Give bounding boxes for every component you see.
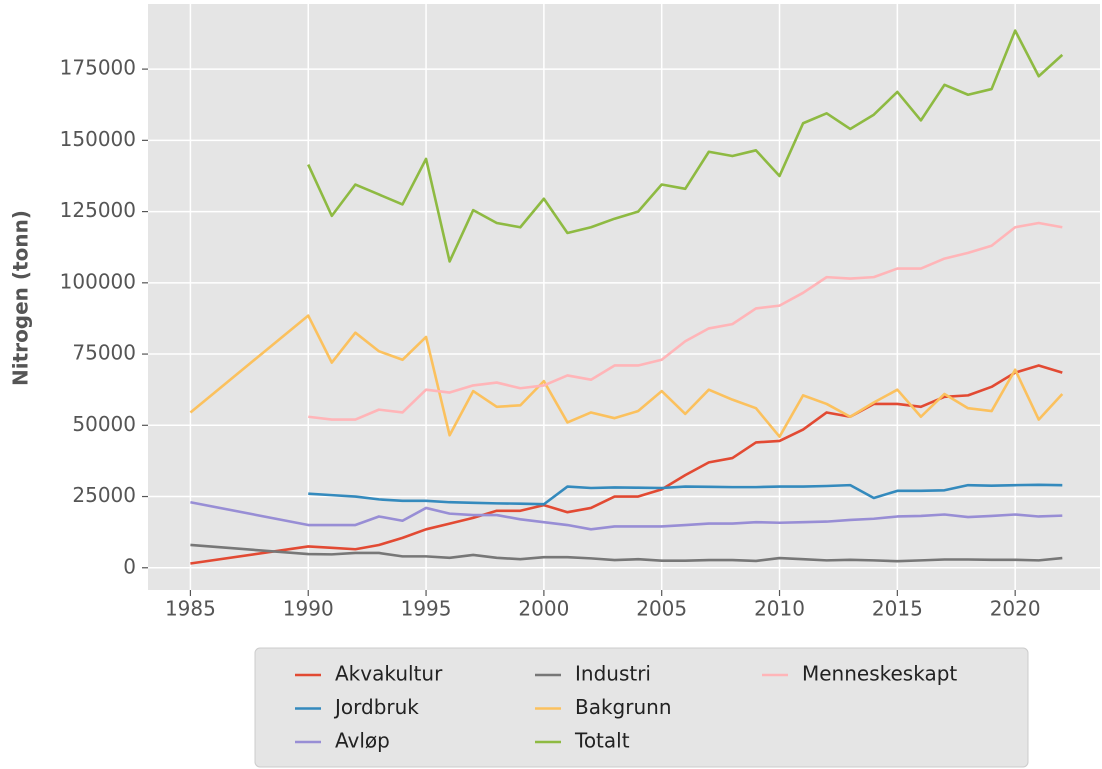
- y-tick-label: 25000: [72, 483, 136, 507]
- series-line: [190, 543, 1063, 563]
- y-tick-label: 75000: [72, 341, 136, 365]
- x-tick-label: 1990: [283, 597, 334, 621]
- legend-label: Jordbruk: [333, 695, 419, 719]
- legend-label: Avløp: [335, 729, 390, 753]
- y-tick-label: 100000: [60, 269, 136, 293]
- y-axis-label: Nitrogen (tonn): [9, 210, 33, 386]
- y-tick-label: 175000: [60, 56, 136, 80]
- y-tick-label: 0: [123, 554, 136, 578]
- legend-label: Bakgrunn: [575, 695, 672, 719]
- legend-label: Totalt: [574, 729, 630, 753]
- y-tick-label: 50000: [72, 412, 136, 436]
- legend-label: Akvakultur: [335, 662, 443, 686]
- legend-box: [254, 647, 1029, 768]
- series-line: [190, 500, 1063, 531]
- series-line: [190, 364, 1063, 565]
- x-tick-label: 2000: [518, 597, 569, 621]
- legend: Akvakultur Jordbruk Avløp Industri Bakgrunn T…: [254, 647, 1029, 768]
- x-tick-label: 2015: [872, 597, 923, 621]
- x-tick-label: 1985: [165, 597, 216, 621]
- x-tick-label: 1995: [401, 597, 452, 621]
- plot-background: [148, 4, 1100, 590]
- series-line: [308, 221, 1063, 421]
- x-tick-label: 2010: [754, 597, 805, 621]
- x-tick-label: 2005: [636, 597, 687, 621]
- legend-label: Industri: [575, 662, 651, 686]
- series-line: [189, 314, 1064, 438]
- y-tick-label: 125000: [60, 198, 136, 222]
- series-line: [307, 29, 1064, 263]
- x-tick-label: 2020: [990, 597, 1041, 621]
- series-line: [308, 483, 1063, 506]
- legend-label: Menneskeskapt: [802, 662, 957, 686]
- y-tick-label: 150000: [60, 127, 136, 151]
